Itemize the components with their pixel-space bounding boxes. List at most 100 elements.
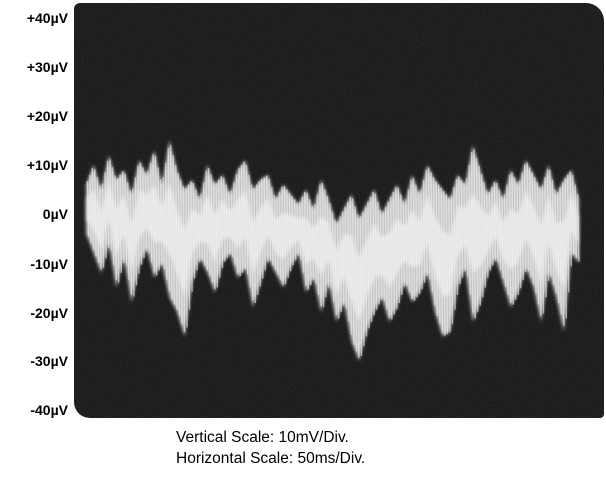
waveform-stroke	[293, 199, 297, 261]
waveform-stroke	[402, 200, 406, 287]
waveform-stroke	[511, 172, 514, 305]
waveform-stroke	[210, 174, 213, 283]
waveform-stroke	[389, 196, 393, 320]
waveform-stroke	[306, 192, 310, 290]
waveform-stroke	[233, 182, 236, 266]
waveform-stroke	[488, 191, 492, 271]
waveform-stroke	[220, 176, 224, 268]
waveform-stroke	[304, 191, 307, 286]
waveform-stroke	[127, 182, 130, 281]
waveform-stroke	[132, 188, 135, 297]
waveform-stroke	[397, 187, 401, 304]
waveform-stroke	[357, 214, 360, 358]
waveform-stroke	[309, 199, 312, 286]
waveform-stroke	[574, 184, 578, 259]
waveform-stroke	[473, 149, 476, 319]
waveform-stroke	[506, 184, 509, 295]
waveform-stroke	[248, 174, 251, 288]
waveform-stroke	[349, 196, 353, 335]
waveform-stroke	[106, 160, 110, 249]
waveform-stroke	[412, 178, 416, 301]
waveform-stroke	[518, 180, 522, 289]
waveform-stroke	[430, 172, 433, 293]
waveform-stroke	[572, 174, 575, 255]
waveform-stroke	[503, 194, 507, 287]
waveform-stroke	[359, 216, 363, 357]
waveform-stroke	[119, 174, 122, 273]
waveform-stroke	[384, 206, 388, 310]
waveform-stroke	[245, 164, 249, 275]
waveform-stroke	[521, 172, 524, 281]
waveform-stroke	[531, 172, 535, 285]
waveform-stroke	[331, 211, 335, 303]
waveform-stroke	[142, 167, 145, 259]
oscilloscope-screen	[74, 3, 604, 418]
waveform-stroke	[369, 196, 373, 322]
waveform-stroke	[114, 175, 117, 281]
waveform-stroke	[235, 173, 239, 274]
waveform-stroke	[341, 211, 345, 306]
waveform-stroke	[298, 201, 302, 260]
waveform-stroke	[420, 189, 423, 290]
waveform-stroke	[460, 179, 464, 278]
waveform-stroke	[513, 177, 517, 300]
waveform-stroke	[453, 187, 456, 310]
scale-caption: Vertical Scale: 10mV/Div. Horizontal Sca…	[176, 427, 365, 469]
waveform-stroke	[96, 177, 100, 264]
waveform-stroke	[164, 162, 168, 281]
waveform-stroke	[541, 185, 545, 314]
waveform-stroke	[147, 170, 150, 254]
waveform-stroke	[316, 194, 320, 295]
waveform-stroke	[405, 199, 408, 286]
waveform-stroke	[116, 178, 120, 283]
waveform-stroke	[159, 178, 163, 266]
waveform-stroke	[334, 219, 337, 316]
waveform-stroke	[468, 164, 471, 295]
waveform-stroke	[475, 157, 479, 313]
waveform-stroke	[137, 165, 140, 274]
waveform-stroke	[329, 203, 332, 290]
waveform-stroke	[410, 179, 413, 299]
waveform-stroke	[213, 181, 216, 290]
waveform-stroke	[109, 159, 112, 251]
waveform-stroke	[321, 182, 325, 308]
waveform-stroke	[215, 182, 219, 288]
waveform-stroke	[99, 185, 102, 270]
waveform-stroke	[154, 155, 158, 276]
y-tick-label-1: +30µV	[26, 59, 68, 75]
waveform-stroke	[261, 178, 264, 279]
waveform-stroke	[486, 190, 489, 278]
waveform-trace-group	[86, 140, 580, 361]
waveform-stroke	[301, 196, 305, 273]
waveform-stroke	[501, 195, 504, 279]
y-tick-label-7: -30µV	[30, 353, 68, 369]
waveform-stroke	[367, 201, 370, 329]
waveform-stroke	[129, 190, 133, 295]
y-tick-label-8: -40µV	[30, 402, 68, 418]
waveform-stroke	[336, 221, 340, 319]
waveform-stroke	[192, 182, 196, 279]
y-tick-label-6: -20µV	[30, 305, 68, 321]
waveform-stroke	[498, 189, 502, 271]
waveform-stroke	[326, 195, 330, 288]
waveform-stroke	[478, 165, 481, 306]
waveform-stroke	[250, 184, 254, 301]
waveform-stroke	[195, 189, 198, 271]
waveform-stroke	[534, 177, 537, 294]
waveform-stroke	[296, 202, 299, 256]
waveform-stroke	[395, 187, 398, 310]
waveform-stroke	[374, 193, 378, 310]
waveform-stroke	[435, 181, 439, 317]
y-tick-label-3: +10µV	[26, 157, 68, 173]
waveform-stroke	[111, 167, 115, 266]
waveform-stroke	[311, 205, 315, 281]
waveform-stroke	[170, 145, 173, 300]
waveform-stroke	[516, 182, 519, 295]
waveform-stroke	[556, 191, 560, 304]
waveform-stroke	[417, 191, 421, 295]
waveform-stroke	[225, 184, 229, 259]
waveform-stroke	[415, 184, 418, 298]
waveform-stroke	[387, 201, 390, 318]
waveform-stroke	[207, 168, 211, 277]
waveform-stroke	[577, 194, 580, 262]
